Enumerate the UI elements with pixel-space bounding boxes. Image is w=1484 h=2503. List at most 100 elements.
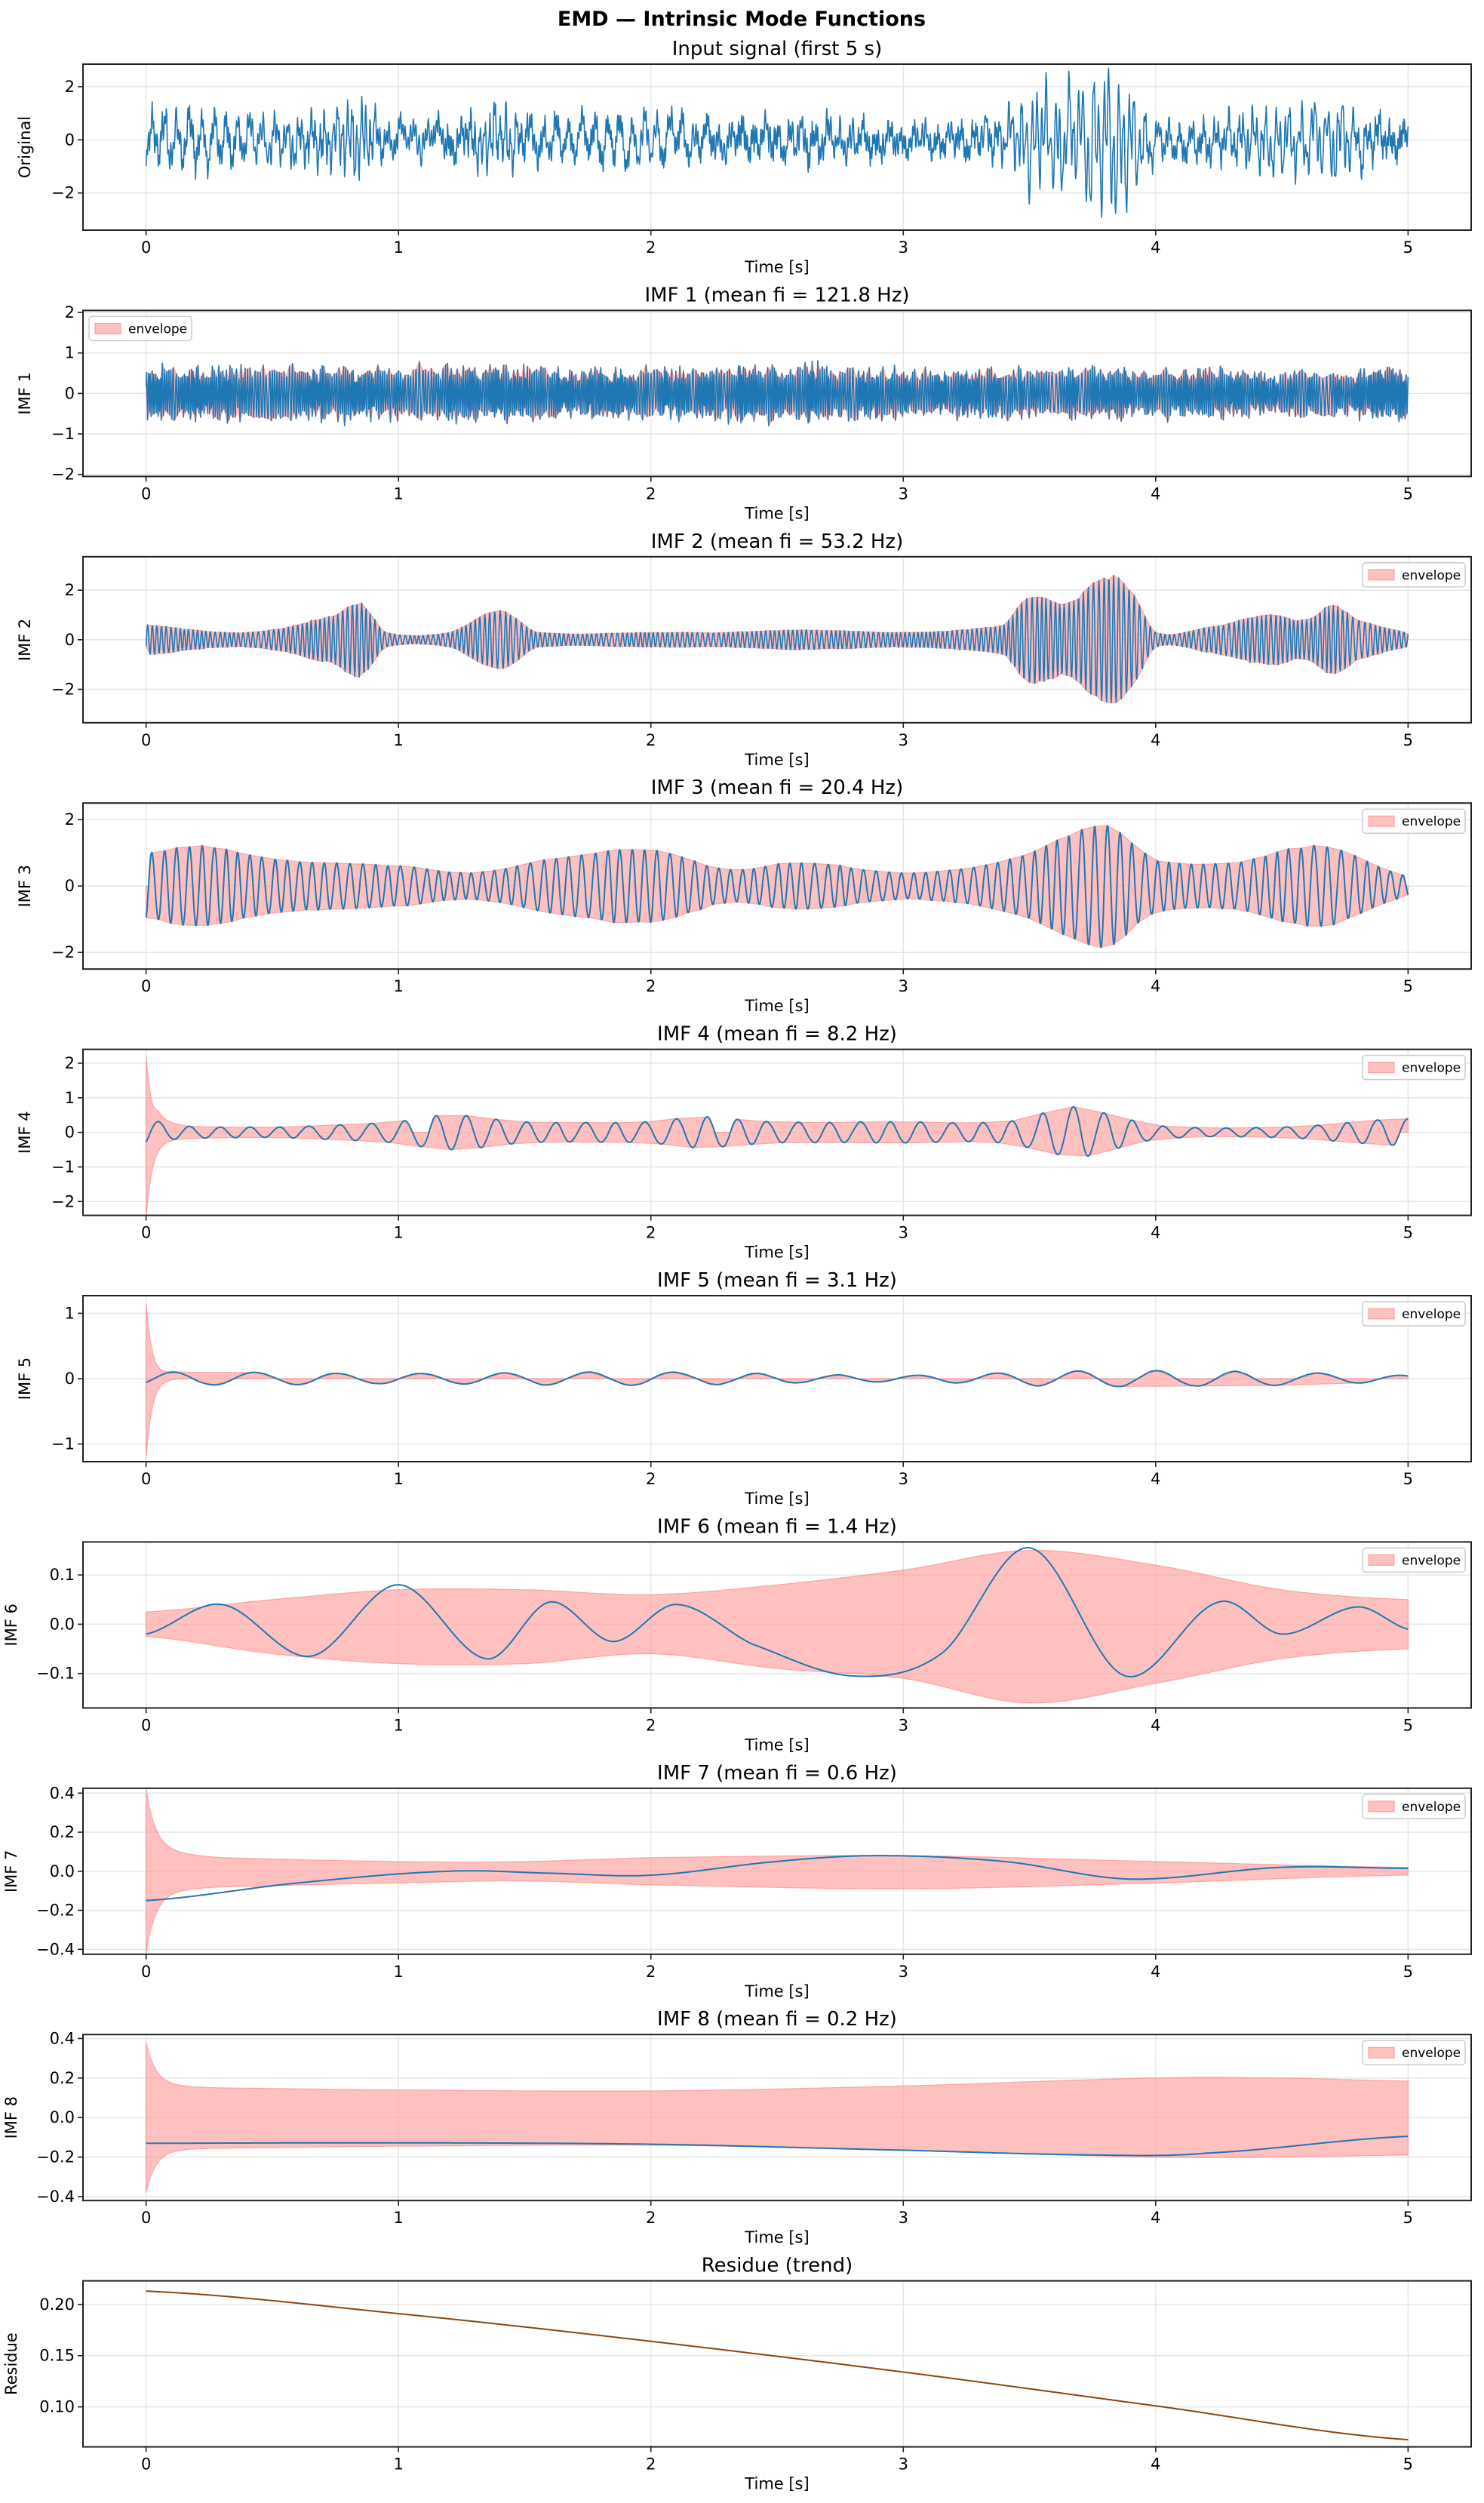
x-tick-label: 2: [646, 2455, 656, 2474]
y-tick-label: 2: [65, 78, 75, 96]
legend-box: [1362, 1054, 1466, 1081]
x-tick-label: 2: [646, 1470, 656, 1488]
x-tick-label: 2: [646, 977, 656, 995]
y-axis-label: IMF 4: [16, 1111, 34, 1153]
legend-label: envelope: [1402, 1553, 1461, 1568]
y-tick-label: −0.4: [36, 1940, 75, 1958]
subplot-title: Residue (trend): [702, 2255, 853, 2277]
x-tick-label: 5: [1403, 1963, 1413, 1981]
x-tick-label: 3: [899, 484, 908, 503]
y-tick-label: −0.1: [36, 1665, 75, 1683]
x-tick-label: 5: [1403, 731, 1413, 749]
y-tick-label: 0.0: [50, 1862, 75, 1880]
x-tick-label: 3: [899, 1963, 908, 1981]
y-tick-label: 1: [65, 1304, 75, 1322]
x-tick-label: 1: [393, 484, 403, 503]
x-tick-label: 3: [899, 1224, 908, 1242]
x-tick-label: 5: [1403, 977, 1413, 995]
subplot-residue: 0 1 2 3 4 5 0.10 0.15 0.20 Residue (trend) Time [s…: [2, 2255, 1472, 2493]
x-tick-label: 5: [1403, 1470, 1413, 1488]
plot-area: [145, 1547, 1409, 1704]
legend: envelope: [1362, 562, 1466, 588]
axes-frame: [82, 1541, 1472, 1709]
signal-line: [145, 67, 1409, 218]
x-tick-label: 3: [899, 1470, 908, 1488]
legend-box: [1362, 1547, 1466, 1573]
x-tick-label: 2: [646, 238, 656, 257]
x-tick-label: 1: [393, 1470, 403, 1488]
y-tick-label: −2: [51, 943, 75, 961]
x-axis-label: Time [s]: [744, 997, 809, 1015]
x-axis-label: Time [s]: [744, 1736, 809, 1754]
x-tick-label: 4: [1151, 2455, 1160, 2474]
x-axis-label: Time [s]: [744, 2228, 809, 2246]
y-tick-label: 0.15: [39, 2347, 75, 2365]
legend-swatch-envelope: [1368, 1800, 1395, 1813]
y-tick-label: 0.4: [50, 2029, 75, 2047]
subplot-imf-2: 0 1 2 3 4 5 −2 0 2 IMF 2 (mean fi = 53.2 Hz) Time …: [16, 530, 1472, 769]
legend-box: [1362, 1301, 1466, 1327]
x-tick-label: 0: [141, 977, 151, 995]
signal-line: [145, 1105, 1409, 1157]
legend-label: envelope: [128, 321, 187, 337]
y-tick-label: 0.2: [50, 2069, 75, 2087]
y-tick-label: −1: [51, 1435, 75, 1453]
y-axis-label: IMF 8: [2, 2096, 20, 2139]
y-tick-label: 0.1: [50, 1566, 75, 1584]
signal-line: [146, 2136, 1409, 2157]
x-tick-label: 1: [393, 2455, 403, 2474]
x-tick-label: 4: [1151, 484, 1160, 503]
x-tick-label: 1: [393, 977, 403, 995]
axes-frame: [82, 63, 1472, 231]
x-tick-label: 5: [1403, 1224, 1413, 1242]
y-axis-label: Residue: [2, 2332, 20, 2395]
subplot-imf-4: 0 1 2 3 4 5 −2 −1 0 1 2 IMF 4 (mean fi = 8.2 Hz) Tim…: [16, 1023, 1472, 1262]
y-tick-label: 2: [65, 1054, 75, 1072]
y-axis-label: IMF 6: [2, 1604, 20, 1646]
x-axis-label: Time [s]: [744, 1244, 809, 1262]
x-tick-label: 0: [141, 731, 151, 749]
x-axis-label: Time [s]: [744, 1490, 809, 1508]
y-tick-label: −0.2: [36, 1902, 75, 1920]
legend-box: [1362, 2040, 1466, 2065]
y-tick-label: −1: [51, 1158, 75, 1176]
legend: envelope: [1362, 1054, 1466, 1081]
subplot-imf-3: 0 1 2 3 4 5 −2 0 2 IMF 3 (mean fi = 20.4 Hz) Time …: [16, 776, 1472, 1015]
x-tick-label: 1: [393, 1716, 403, 1734]
legend-swatch-envelope: [1368, 1554, 1395, 1566]
y-axis-label: IMF 5: [16, 1358, 34, 1400]
residue-line: [146, 2290, 1409, 2441]
y-tick-label: 2: [65, 810, 75, 829]
y-tick-label: −0.2: [36, 2148, 75, 2166]
envelope-fill: [146, 1788, 1409, 1954]
y-tick-label: 0: [65, 384, 75, 402]
y-tick-label: −2: [51, 466, 75, 484]
y-tick-label: −2: [51, 680, 75, 698]
x-tick-label: 4: [1151, 1963, 1160, 1981]
y-axis-label: Original: [16, 116, 34, 178]
subplots: 0 1 2 3 4 5 −2 0 2 Input signal (first 5 s) Time […: [2, 38, 1472, 2493]
plot-area: [146, 1303, 1409, 1458]
y-tick-label: 0.2: [50, 1823, 75, 1841]
legend-swatch-envelope: [1368, 1308, 1395, 1320]
subplot-imf-1: 0 1 2 3 4 5 −2 −1 0 1 2 IMF 1 (mean fi = 121.8 Hz) T…: [16, 284, 1472, 522]
subplot-title: IMF 5 (mean fi = 3.1 Hz): [657, 1269, 897, 1292]
signal-line: [145, 825, 1409, 949]
legend-swatch-envelope: [1368, 569, 1395, 581]
subplot-imf-6: 0 1 2 3 4 5 −0.1 0.0 0.1 IMF 6 (mean fi = 1.4 Hz)…: [2, 1515, 1472, 1754]
y-tick-label: 0: [65, 631, 75, 649]
x-tick-label: 4: [1151, 731, 1160, 749]
x-tick-label: 0: [141, 1470, 151, 1488]
y-tick-label: −2: [51, 184, 75, 202]
x-tick-label: 2: [646, 731, 656, 749]
plot-area: [145, 825, 1409, 949]
legend-label: envelope: [1402, 568, 1461, 583]
legend-swatch-envelope: [1368, 815, 1395, 827]
x-tick-label: 3: [899, 977, 908, 995]
envelope-fill: [145, 1549, 1409, 1704]
y-tick-label: 2: [65, 581, 75, 599]
subplot-imf-7: 0 1 2 3 4 5 −0.4 −0.2 0.0 0.2 0.4 IMF 7 (mean fi = …: [2, 1762, 1472, 2000]
subplot-original: 0 1 2 3 4 5 −2 0 2 Input signal (first 5 s) Time […: [16, 38, 1472, 276]
figure-suptitle: EMD — Intrinsic Mode Functions: [558, 8, 926, 31]
x-tick-label: 2: [646, 484, 656, 503]
